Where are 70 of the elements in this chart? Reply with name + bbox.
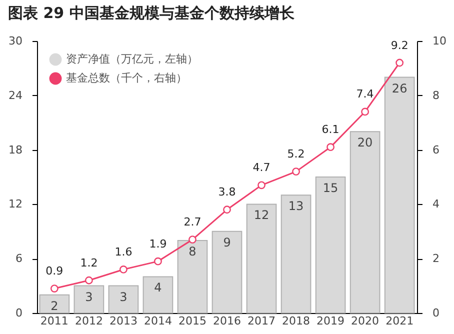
y2-tick-label: 0: [432, 306, 440, 320]
bar: [142, 276, 174, 314]
y2-tick-label: 8: [432, 88, 440, 102]
data-label: 7.4: [356, 88, 374, 101]
x-tick-label: 2012: [74, 314, 103, 328]
point: [258, 181, 266, 190]
y2-tick-label: 10: [432, 34, 446, 48]
data-label: 15: [322, 181, 338, 195]
data-label: 9: [223, 235, 231, 250]
legend-label: 资产净值（万亿元，左轴）: [66, 52, 198, 66]
y-tick-label: 24: [8, 88, 22, 102]
y-tick-label: 30: [8, 34, 22, 48]
data-label: 9.2: [390, 38, 408, 52]
data-label: 13: [288, 199, 304, 214]
bar: [212, 230, 242, 314]
y2-tick-label: 2: [432, 252, 440, 266]
x-tick-label: 2015: [178, 314, 206, 328]
x-tick-label: 2014: [144, 314, 172, 328]
data-label: 12: [254, 208, 270, 222]
data-label: 3.8: [218, 186, 236, 199]
point: [154, 257, 162, 266]
y-tick-label: 18: [8, 143, 22, 156]
x-tick-label: 2016: [213, 314, 241, 328]
y2-tick-label: 4: [432, 198, 440, 211]
data-label: 0.9: [46, 264, 64, 278]
x-tick-label: 2017: [248, 314, 276, 328]
bar: [246, 204, 277, 314]
x-tick-label: 2019: [316, 314, 345, 328]
point: [361, 108, 370, 116]
y-tick-label: 12: [8, 198, 22, 211]
bar: [280, 194, 312, 314]
data-label: 6.1: [322, 123, 340, 136]
point: [326, 143, 334, 152]
data-label: 3: [120, 290, 128, 304]
bar: [177, 240, 208, 314]
point: [84, 276, 93, 284]
data-label: 4.7: [252, 161, 270, 174]
data-label: 1.9: [149, 237, 167, 250]
data-label: 26: [392, 81, 408, 96]
data-label: 3: [85, 290, 93, 304]
bar: [108, 285, 139, 314]
chart-title: 图表 29 中国基金规模与基金个数持续增长: [8, 4, 296, 22]
data-label: 20: [357, 136, 373, 150]
data-label: 1.2: [80, 256, 98, 270]
legend-label: 基金总数（千个，右轴）: [66, 72, 187, 84]
bar: [39, 294, 70, 314]
bar: [350, 131, 380, 314]
data-label: 1.6: [114, 245, 132, 258]
point: [223, 206, 231, 214]
bar: [74, 285, 104, 314]
data-label: 8: [188, 244, 196, 258]
y-tick-label: 6: [16, 252, 22, 266]
x-tick-label: 2020: [351, 314, 380, 328]
data-label: 4: [154, 280, 162, 295]
point: [120, 266, 128, 274]
x-tick-label: 2013: [109, 314, 138, 328]
y2-tick-label: 6: [432, 143, 440, 156]
point: [396, 58, 404, 67]
x-tick-label: 2021: [386, 314, 414, 328]
data-label: 2: [50, 298, 58, 313]
bar: [315, 176, 346, 314]
x-tick-label: 2018: [282, 314, 310, 328]
point: [50, 284, 58, 292]
x-tick-label: 2011: [40, 314, 68, 328]
point: [292, 168, 300, 176]
data-label: 2.7: [184, 216, 202, 229]
bar: [384, 76, 415, 314]
y-tick-label: 0: [16, 306, 22, 320]
point: [188, 236, 196, 244]
data-label: 5.2: [287, 148, 305, 161]
